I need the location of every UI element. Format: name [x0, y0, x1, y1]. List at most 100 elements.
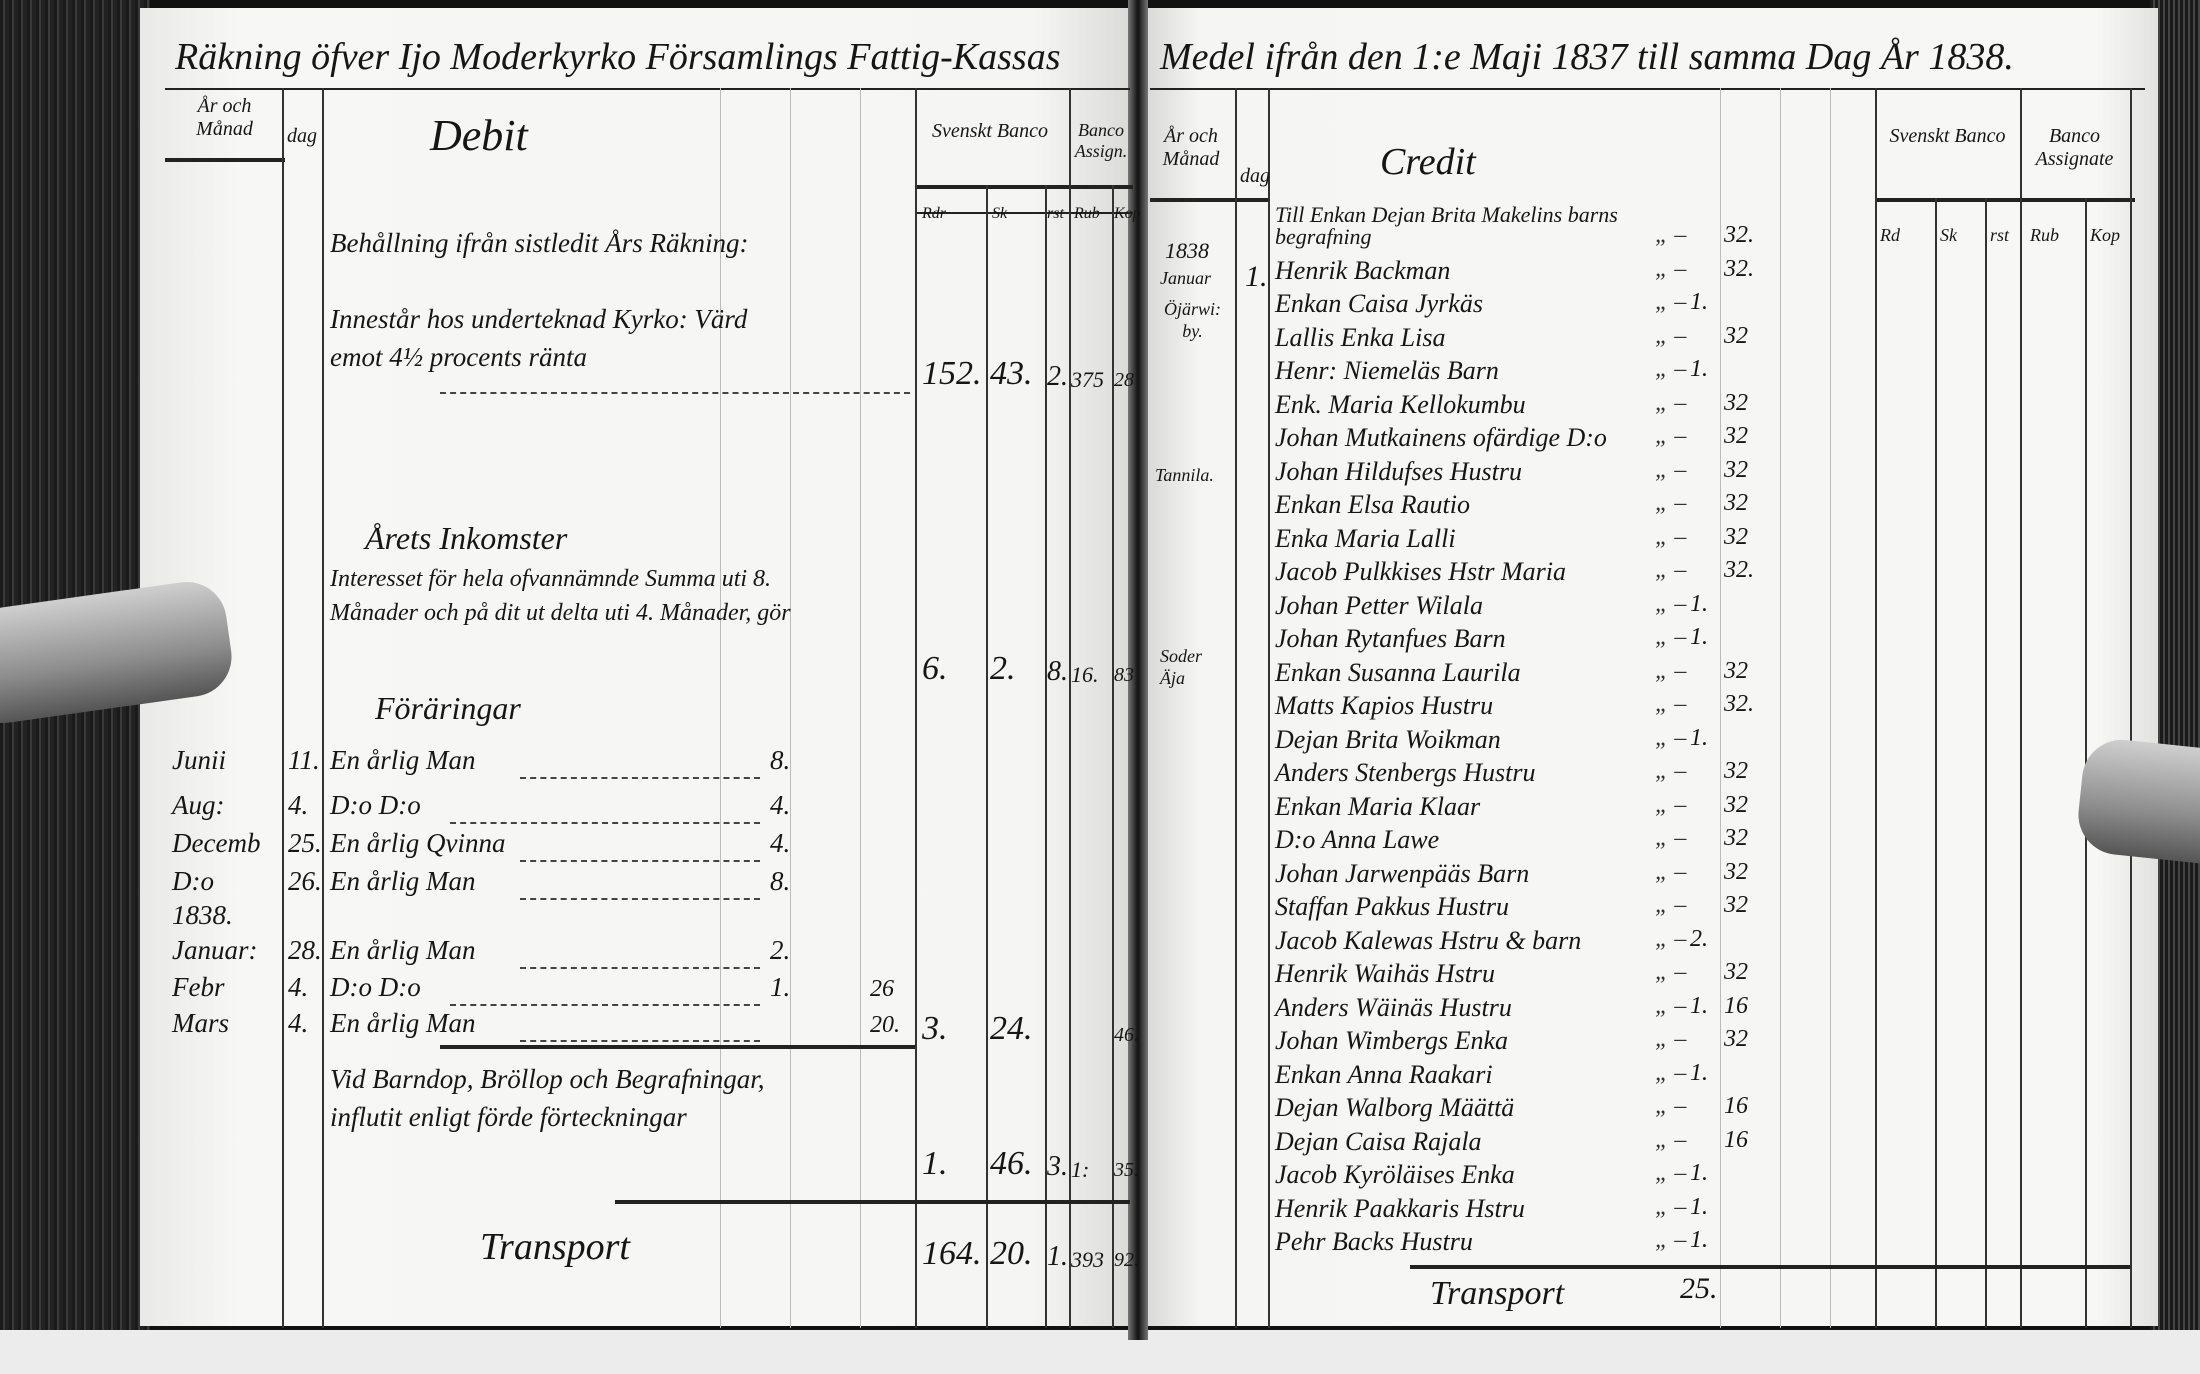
ditto-mark: „ –: [1655, 456, 1687, 483]
ditto-mark: „ –: [1655, 791, 1687, 818]
credit-entry-sk: 32: [1724, 657, 1748, 684]
credit-entry-sk: 16: [1724, 1126, 1748, 1153]
donation-month: D:o: [172, 866, 214, 896]
rule: [1780, 88, 1781, 1328]
credit-entry-sk: 32: [1724, 456, 1748, 483]
rule: [322, 88, 324, 1328]
ditto-mark: „ –: [1655, 992, 1687, 1019]
credit-entry-sk: 32.: [1724, 222, 1754, 248]
credit-place-tannila: Tannila.: [1155, 465, 1214, 485]
rule: [1935, 198, 1937, 1328]
rule: [1150, 88, 2145, 90]
credit-entry-sk: 32: [1724, 825, 1748, 851]
rule: [860, 88, 861, 1328]
income-text: Interesset för hela ofvannämnde Summa ut…: [330, 566, 791, 626]
credit-entry-name: Anders Stenbergs Hustru: [1275, 758, 1536, 787]
credit-entry-rd: 1.: [1690, 1160, 1708, 1186]
rule: [165, 158, 285, 162]
rule: [1830, 88, 1831, 1328]
credit-entry-sk: 32: [1724, 858, 1748, 885]
ditto-mark: „ –: [1655, 925, 1687, 952]
donation-text: En årlig Man: [330, 866, 476, 896]
transport-rd-right: 25.: [1680, 1272, 1718, 1305]
unit-kop: Kop: [1114, 205, 1141, 222]
leader-line: [450, 1004, 760, 1006]
rule: [440, 1045, 915, 1049]
rule: [1875, 198, 2135, 202]
amount-kop: 35.: [1114, 1159, 1139, 1181]
credit-entry-name: Johan Mutkainens ofärdige D:o: [1275, 423, 1607, 452]
amount-rdr: 152.: [922, 355, 982, 392]
credit-entry-name: Anders Wäinäs Hustru: [1275, 992, 1512, 1022]
ditto-mark: „ –: [1655, 523, 1687, 550]
credit-entry-rd: 1.: [1690, 1227, 1708, 1253]
donation-rd: 8.: [770, 866, 791, 896]
donation-month: Febr: [172, 972, 225, 1002]
amount-sk: 46.: [990, 1145, 1033, 1182]
amount-rst: 2.: [1047, 361, 1068, 392]
credit-day: 1.: [1245, 260, 1268, 293]
rule: [1235, 88, 1237, 1328]
rule: [915, 88, 917, 1328]
credit-entry-rd: 1.: [1690, 590, 1708, 617]
unit-rst-right: rst: [1990, 225, 2010, 245]
rule: [986, 185, 988, 1328]
credit-entry-name: Johan Jarwenpääs Barn: [1275, 858, 1530, 888]
col-header-banco-assignat-right: Banco Assignate: [2035, 125, 2114, 170]
credit-entry-sk: 32: [1724, 322, 1748, 349]
amount-sk: 43.: [990, 355, 1033, 392]
donation-text: En årlig Man: [330, 935, 476, 965]
ditto-mark: „ –: [1655, 825, 1687, 851]
ditto-mark: „ –: [1655, 1126, 1687, 1153]
amount-kop: 83: [1114, 664, 1134, 686]
donation-text: D:o D:o: [330, 790, 421, 820]
amount-sk: 24.: [990, 1010, 1033, 1047]
ditto-mark: „ –: [1655, 657, 1687, 684]
col-header-svenskt-banco-right: Svenskt Banco: [1889, 125, 2006, 147]
credit-entry-sk: 32: [1724, 490, 1748, 516]
unit-rd-right: Rd: [1880, 225, 1900, 245]
rule: [2020, 88, 2022, 1328]
col-header-banco-assignat: Banco Assign.: [1074, 120, 1128, 161]
ceremonies-text: Vid Barndop, Bröllop och Begrafningar, i…: [330, 1064, 765, 1132]
ditto-mark: „ –: [1655, 691, 1687, 717]
amount-rub: 375: [1071, 367, 1104, 392]
income-heading: Årets Inkomster: [365, 520, 568, 556]
rule: [720, 88, 721, 1328]
unit-rdr: Rdr: [922, 205, 946, 222]
col-header-day-right: dag: [1240, 165, 1270, 187]
credit-year: 1838: [1165, 238, 1209, 263]
ditto-mark: „ –: [1655, 1160, 1687, 1186]
book-gutter: [1128, 0, 1148, 1340]
credit-entry-name: Johan Rytanfues Barn: [1275, 624, 1506, 653]
rule: [1045, 185, 1047, 1328]
amount-sk: 20.: [990, 1235, 1033, 1272]
ditto-mark: „ –: [1655, 1227, 1687, 1253]
balance-heading: Behållning ifrån sistledit Års Räkning:: [330, 228, 749, 258]
credit-entry-sk: 32: [1724, 389, 1748, 416]
donation-text: En årlig Qvinna: [330, 828, 506, 858]
rule: [1112, 185, 1114, 1328]
donation-rd: 4.: [770, 828, 791, 858]
credit-entry-rd: 1.: [1690, 992, 1708, 1019]
ditto-mark: „ –: [1655, 1093, 1687, 1119]
donation-rd: 2.: [770, 935, 791, 965]
credit-place-soder-aja: Soder Äja: [1160, 646, 1202, 688]
donation-text: En årlig Man: [330, 1008, 476, 1038]
rule: [915, 185, 1133, 189]
credit-place-ojarwi: Öjärwi: by.: [1163, 299, 1221, 341]
credit-entry-name: Staffan Pakkus Hustru: [1275, 892, 1509, 921]
ditto-mark: „ –: [1655, 758, 1687, 784]
credit-entry-rd: 1.: [1690, 724, 1708, 751]
ledger-page-debit: [140, 8, 1135, 1326]
credit-entry-sk: 16: [1724, 992, 1748, 1019]
donation-sk: 26: [870, 976, 894, 1002]
unit-rub-right: Rub: [2030, 225, 2059, 245]
ditto-mark: „ –: [1655, 490, 1687, 516]
ledger-title-left: Räkning öfver Ijo Moderkyrko Församlings…: [175, 36, 1061, 78]
unit-rst: rst: [1047, 205, 1064, 222]
unit-sk: Sk: [992, 205, 1008, 222]
credit-entry-name: Johan Hildufses Hustru: [1275, 456, 1522, 486]
rule: [1985, 198, 1987, 1328]
credit-entry-name: Dejan Caisa Rajala: [1275, 1126, 1482, 1156]
